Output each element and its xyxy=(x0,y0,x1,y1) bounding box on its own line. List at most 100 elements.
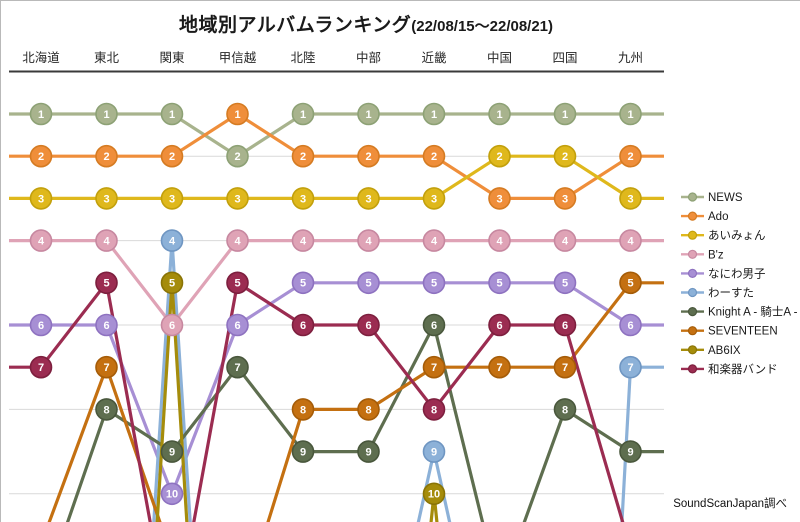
page-title: 地域別アルバムランキング(22/08/15～22/08/21) xyxy=(1,10,731,37)
rank-marker-s4-r7: 5 xyxy=(488,271,511,295)
rank-marker-circle xyxy=(619,271,642,295)
rank-marker-circle xyxy=(553,187,577,210)
rank-marker-s7-r7: 7 xyxy=(488,355,511,379)
legend-item-4: なにわ男子 xyxy=(681,267,766,280)
chart-title: 地域別アルバムランキング xyxy=(178,15,412,36)
legend-item-1: Ado xyxy=(681,211,728,223)
rank-marker-circle xyxy=(357,102,380,126)
rank-marker-number: 2 xyxy=(169,151,175,163)
rank-marker-circle xyxy=(226,271,249,295)
rank-marker-s8-r6: 10 xyxy=(422,482,446,506)
rank-marker-number: 3 xyxy=(431,193,437,205)
legend-marker-icon xyxy=(687,364,698,374)
rank-marker-circle xyxy=(95,144,118,168)
rank-marker-s6-r5: 9 xyxy=(357,440,380,463)
rank-marker-s4-r3: 6 xyxy=(226,313,249,337)
rank-marker-s2-r0: 3 xyxy=(29,187,53,210)
legend-marker-icon xyxy=(687,326,698,336)
region-label-9: 九州 xyxy=(618,51,643,65)
rank-marker-circle xyxy=(226,229,249,252)
rank-marker-circle xyxy=(291,229,315,252)
legend-marker-icon xyxy=(687,249,698,259)
rank-marker-circle xyxy=(291,440,315,463)
rank-marker-number: 9 xyxy=(627,447,633,459)
rank-marker-s4-r1: 6 xyxy=(95,313,118,337)
rank-marker-number: 2 xyxy=(38,151,44,163)
legend-marker-icon xyxy=(687,345,698,355)
rank-marker-s0-r1: 1 xyxy=(95,102,118,126)
rank-marker-number: 9 xyxy=(431,447,437,459)
rank-marker-circle xyxy=(488,187,511,210)
rank-marker-s4-r6: 5 xyxy=(422,271,446,295)
rank-marker-circle xyxy=(291,271,315,295)
rank-marker-s4-r9: 6 xyxy=(619,313,642,337)
rank-marker-number: 5 xyxy=(365,278,371,290)
legend-label: あいみょん xyxy=(708,229,766,242)
rank-marker-s0-r4: 1 xyxy=(291,102,315,126)
rank-marker-s4-r8: 5 xyxy=(553,271,577,295)
rank-marker-circle xyxy=(488,144,511,168)
rank-marker-number: 7 xyxy=(496,362,502,374)
rank-marker-circle xyxy=(291,313,315,337)
region-label-4: 北陸 xyxy=(290,51,315,65)
rank-marker-circle xyxy=(357,440,380,463)
rank-marker-s3-r7: 4 xyxy=(488,229,511,252)
rank-marker-s0-r8: 1 xyxy=(553,102,577,126)
rank-marker-s4-r0: 6 xyxy=(29,313,53,337)
rank-marker-number: 6 xyxy=(103,320,109,332)
rank-marker-circle xyxy=(226,355,249,379)
rank-marker-s1-r3: 1 xyxy=(226,102,249,126)
rank-marker-number: 7 xyxy=(234,362,240,374)
rank-marker-number: 6 xyxy=(431,320,437,332)
rank-marker-number: 8 xyxy=(562,404,568,416)
region-label-3: 甲信越 xyxy=(219,51,257,65)
rank-marker-number: 5 xyxy=(627,278,633,290)
rank-marker-s4-r4: 5 xyxy=(291,271,315,295)
legend-item-6: Knight A - 騎士A - xyxy=(681,306,798,319)
rank-marker-circle xyxy=(422,187,446,210)
legend-marker-icon xyxy=(687,230,698,240)
rank-marker-circle xyxy=(95,355,118,379)
rank-marker-number: 2 xyxy=(562,151,568,163)
rank-marker-number: 5 xyxy=(300,278,306,290)
rank-marker-circle xyxy=(357,229,380,252)
rank-marker-s9-r3: 5 xyxy=(226,271,249,295)
rank-marker-circle xyxy=(357,187,380,210)
rank-marker-number: 8 xyxy=(300,404,306,416)
rank-marker-number: 1 xyxy=(562,109,568,121)
chart-title-period: (22/08/15～22/08/21) xyxy=(411,18,554,35)
rank-marker-circle xyxy=(422,229,446,252)
rank-marker-s2-r6: 3 xyxy=(422,187,446,210)
rank-marker-circle xyxy=(291,187,315,210)
rank-marker-s9-r5: 6 xyxy=(357,313,380,337)
rank-marker-circle xyxy=(488,102,511,126)
rank-marker-number: 1 xyxy=(103,109,109,121)
legend-item-8: AB6IX xyxy=(681,345,741,357)
rank-marker-s3-r4: 4 xyxy=(291,229,315,252)
rank-marker-s7-r1: 7 xyxy=(95,355,118,379)
rank-marker-number: 10 xyxy=(428,489,440,501)
rank-marker-number: 3 xyxy=(562,193,568,205)
rank-marker-number: 1 xyxy=(496,109,502,121)
legend-marker-icon xyxy=(687,268,698,278)
rank-marker-number: 3 xyxy=(169,193,175,205)
rank-marker-s2-r9: 3 xyxy=(619,187,642,210)
rank-marker-number: 2 xyxy=(431,151,437,163)
rank-marker-number: 5 xyxy=(234,278,240,290)
rank-marker-number: 2 xyxy=(103,151,109,163)
rank-marker-number: 4 xyxy=(496,236,503,248)
rank-marker-number: 1 xyxy=(169,109,175,121)
rank-marker-s7-r8: 7 xyxy=(553,355,577,379)
rank-marker-s6-r8: 8 xyxy=(553,398,577,421)
rank-marker-s3-r9: 4 xyxy=(619,229,642,252)
rank-marker-number: 7 xyxy=(562,362,568,374)
rank-marker-number: 4 xyxy=(234,236,241,248)
rank-marker-s2-r2: 3 xyxy=(160,187,184,210)
rank-marker-circle xyxy=(95,271,118,295)
rank-marker-circle xyxy=(422,440,446,463)
rank-marker-circle xyxy=(291,398,315,421)
rank-marker-s6-r6: 6 xyxy=(422,313,446,337)
rank-marker-circle xyxy=(619,313,642,337)
rank-marker-s9-r1: 5 xyxy=(95,271,118,295)
rank-marker-circle xyxy=(553,355,577,379)
